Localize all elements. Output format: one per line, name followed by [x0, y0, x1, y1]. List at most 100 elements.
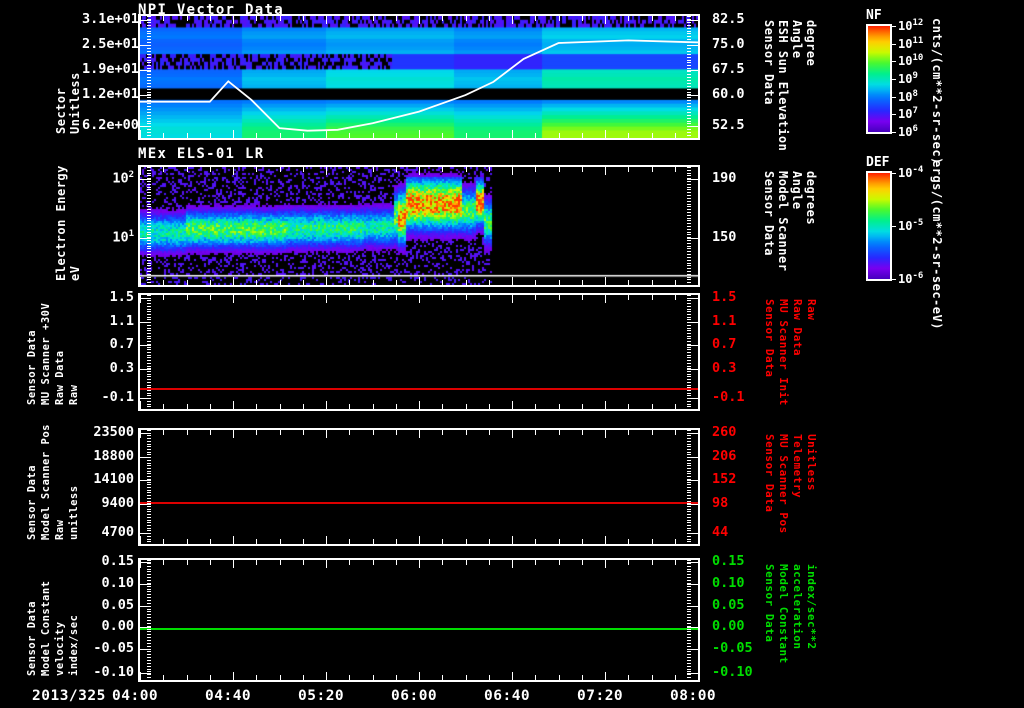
y-tick-label-right-p4: 260: [712, 424, 737, 441]
y-tick-label-left-p4: 23500: [93, 424, 134, 441]
axis-title-right-p1: Angle: [790, 20, 804, 59]
axis-title-right-p4: MU Scanner Pos: [777, 434, 790, 534]
x-tick-row-top-p5: [140, 560, 699, 568]
y-tick-label-left-p5: 0.00: [101, 618, 134, 635]
y-tick-label-left-p1: 6.2e+00: [82, 116, 139, 133]
axis-title-left-p1: Unitless: [68, 72, 82, 134]
axis-title-left-p2: Electron Energy: [54, 165, 68, 281]
axis-title-right-p5: Model Constant: [777, 564, 790, 664]
npi-spectrogram-canvas: [140, 16, 698, 138]
axis-title-left-p4: Sensor Data: [26, 464, 38, 540]
tick-rail-right-p1: [687, 16, 698, 139]
axis-title-left-p1: Sector: [54, 87, 68, 134]
y-tick-label-right-p5: 0.05: [712, 596, 745, 613]
def-colorbar-units: ergs/(cm**2-sr-sec-eV): [930, 160, 944, 330]
axis-title-left-p3: Sensor Data: [26, 329, 38, 405]
y-tick-label-right-p4: 44: [712, 523, 729, 540]
y-tick-label-left-p5: 0.10: [101, 575, 134, 591]
els-spectrogram-canvas: [140, 167, 698, 285]
cbticks2-label-1: 10-5: [898, 218, 924, 233]
panel-title-els: MEx ELS-01 LR: [138, 146, 265, 162]
axis-title-left-p4: Model Scanner Pos: [40, 424, 52, 540]
panel-model-constant-velocity: [138, 558, 700, 682]
y-tick-label-left-p2: 101: [112, 228, 134, 246]
def-colorbar: [866, 171, 892, 281]
x-tick-label-1: 04:40: [205, 688, 252, 704]
x-tick-label-6: 08:00: [670, 688, 717, 704]
y-tick-label-left-p2: 102: [112, 169, 134, 187]
x-tick-row-bottom-p1: [140, 130, 699, 138]
y-tick-label-right-p4: 152: [712, 471, 737, 488]
y-tick-label-right-p3: 0.7: [712, 336, 737, 353]
x-tick-row-top-p4: [140, 430, 699, 438]
axis-title-right-p5: acceleration: [791, 564, 804, 650]
esh-sun-elevation-overlay: [140, 39, 698, 132]
tick-rail-right-p2: [687, 167, 698, 286]
cbticks1-label-0: 1012: [898, 18, 924, 33]
y-tick-label-right-p4: 98: [712, 494, 729, 511]
axis-title-right-p3: Raw Data: [791, 299, 804, 356]
x-tick-label-3: 06:00: [391, 688, 438, 704]
y-tick-label-right-p1: 82.5: [712, 10, 745, 27]
cbticks1-label-6: 106: [898, 124, 918, 139]
panel-mu-scanner-30v-raw: [138, 293, 700, 411]
y-tick-label-right-p4: 206: [712, 447, 737, 464]
axis-title-right-p1: ESH Sun Elevation: [776, 20, 790, 152]
cbticks1-label-1: 1011: [898, 35, 924, 51]
y-tick-label-left-p1: 3.1e+01: [82, 10, 139, 27]
axis-title-left-p2: eV: [68, 265, 82, 281]
y-tick-label-left-p4: 4700: [101, 523, 134, 540]
y-tick-label-left-p4: 14100: [93, 471, 134, 488]
cbticks1-label-3: 109: [898, 71, 918, 86]
tick-rail-left-p4: [140, 430, 151, 545]
axis-title-right-p3: Raw: [805, 299, 818, 321]
mu-scanner-init-trace: [140, 387, 698, 390]
cbticks2-label-2: 10-6: [898, 271, 924, 286]
panel-mex-els-01-lr: [138, 165, 700, 287]
axis-title-left-p3: Raw: [68, 384, 80, 405]
y-tick-label-right-p5: 0.15: [712, 553, 745, 570]
axis-title-right-p2: degrees: [804, 171, 818, 226]
y-tick-label-right-p1: 67.5: [712, 60, 745, 77]
y-tick-label-right-p1: 52.5: [712, 116, 745, 133]
mu-scanner-pos-telemetry-trace: [140, 501, 698, 504]
tick-rail-left-p5: [140, 560, 151, 681]
y-tick-label-left-p1: 2.5e+01: [82, 35, 139, 52]
x-tick-row-top-p3: [140, 295, 699, 303]
y-tick-label-right-p5: -0.10: [712, 663, 753, 680]
tick-rail-right-p5: [687, 560, 698, 681]
axis-title-left-p4: Raw: [54, 519, 66, 540]
cbticks1-label-5: 107: [898, 106, 918, 122]
x-tick-row-bottom-p4: [140, 536, 699, 544]
y-tick-label-left-p1: 1.9e+01: [82, 60, 139, 77]
tick-rail-left-p3: [140, 295, 151, 410]
axis-title-left-p5: index/sec: [68, 614, 80, 676]
panel-3-plot-area: [140, 295, 698, 409]
tick-rail-right-p4: [687, 430, 698, 545]
panel-els-plot-area: [140, 167, 698, 285]
axis-title-right-p1: degree: [804, 20, 818, 67]
axis-title-right-p3: Sensor Data: [763, 299, 776, 378]
axis-title-left-p4: unitless: [68, 485, 80, 540]
axis-title-right-p2: Model Scanner: [776, 171, 790, 272]
y-tick-label-right-p3: 1.1: [712, 312, 737, 329]
x-axis-date-label: 2013/325: [32, 688, 106, 704]
panel-5-plot-area: [140, 560, 698, 680]
tick-rail-left-p1: [140, 16, 151, 139]
esh-sun-elevation-line: [140, 39, 698, 132]
y-tick-label-right-p2: 190: [712, 169, 737, 186]
x-tick-label-4: 06:40: [484, 688, 531, 704]
axis-title-right-p5: Sensor Data: [763, 564, 776, 643]
axis-title-left-p3: MU Scanner +30V: [40, 302, 52, 405]
y-tick-label-right-p5: 0.00: [712, 618, 745, 635]
axis-title-left-p5: Model Constant: [40, 580, 52, 676]
y-tick-label-left-p5: -0.10: [93, 663, 134, 680]
y-tick-label-right-p2: 150: [712, 228, 737, 245]
y-tick-label-right-p1: 60.0: [712, 85, 745, 102]
x-tick-label-0: 04:00: [112, 688, 159, 704]
x-tick-row-top-p1: [140, 16, 699, 24]
tick-rail-left-p2: [140, 167, 151, 286]
panel-4-plot-area: [140, 430, 698, 544]
tick-rail-right-p3: [687, 295, 698, 410]
